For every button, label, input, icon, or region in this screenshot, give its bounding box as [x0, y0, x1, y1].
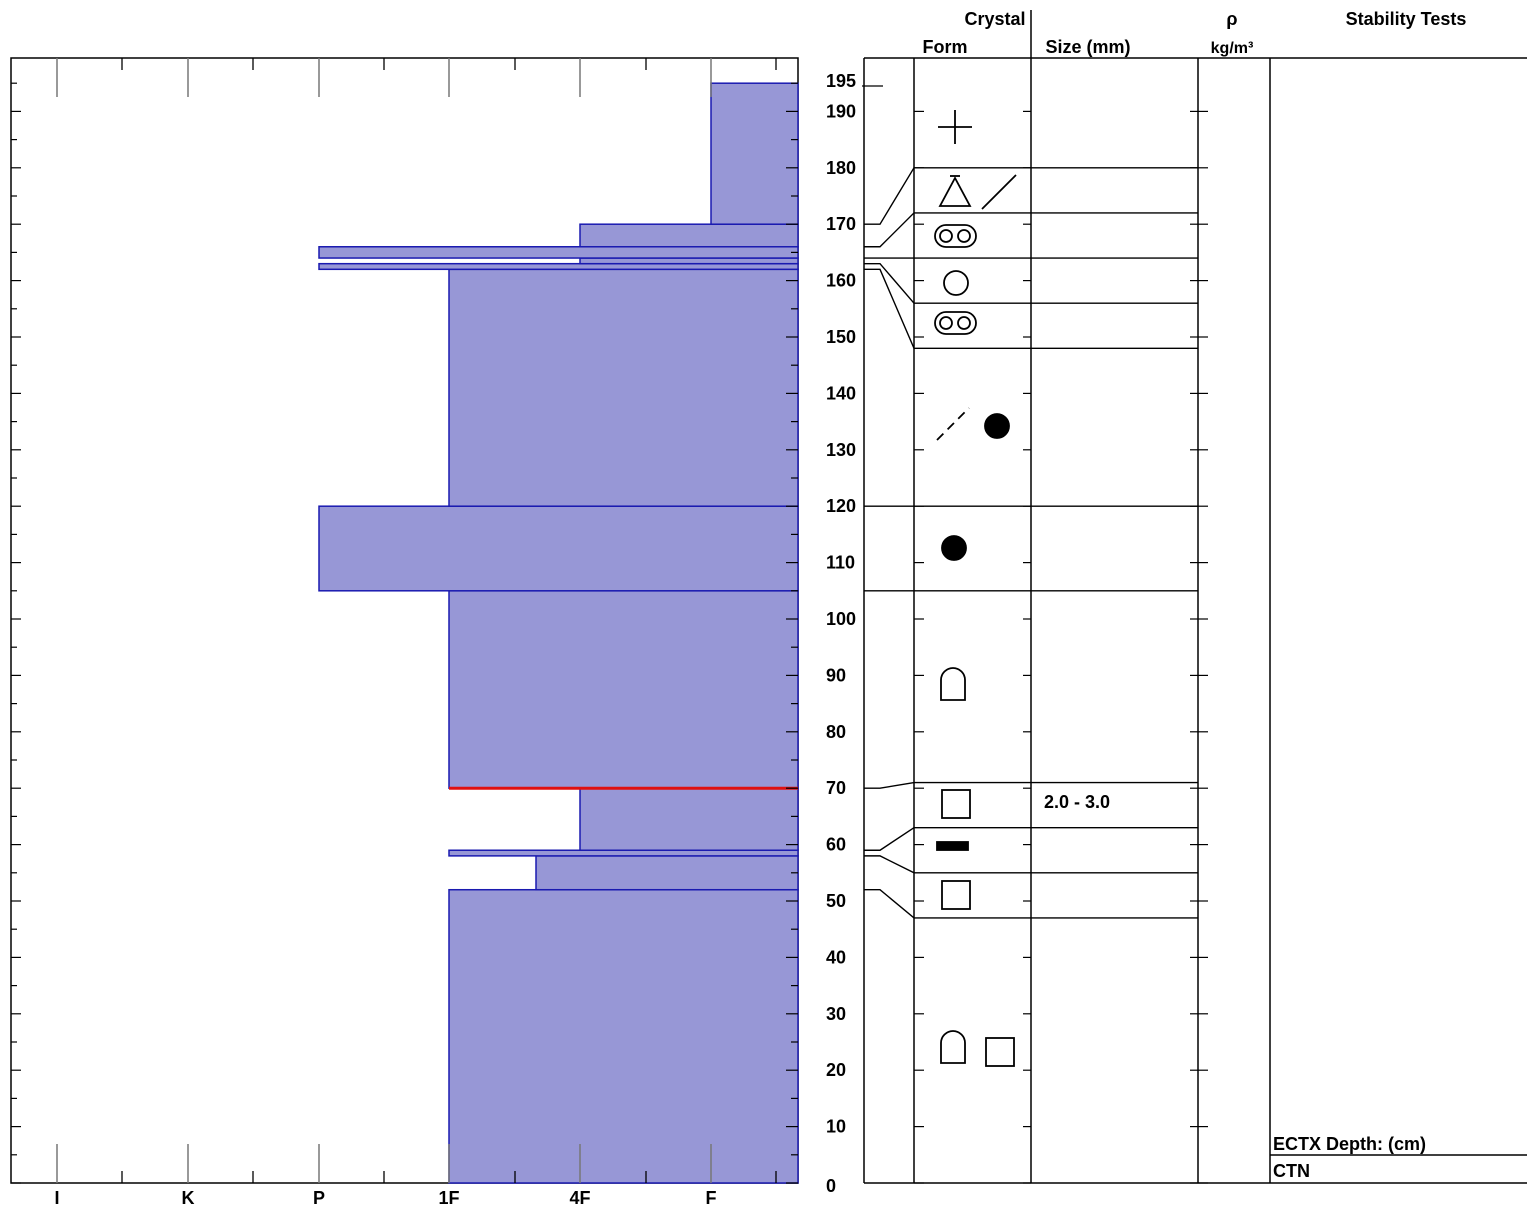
- depth-label-170: 170: [826, 214, 856, 234]
- hardness-label-f: F: [706, 1188, 717, 1207]
- grain-size-value: 2.0 - 3.0: [1044, 792, 1110, 812]
- hardness-label-i: I: [54, 1188, 59, 1207]
- depth-label-140: 140: [826, 383, 856, 403]
- depth-label-120: 120: [826, 496, 856, 516]
- hardness-bar: [318, 246, 799, 259]
- hardness-bar: [318, 505, 799, 592]
- faceted-rounded-icon: [940, 667, 966, 701]
- hardness-bar: [448, 268, 799, 507]
- hardness-axis-labels: I K P 1F 4F F: [54, 1188, 716, 1207]
- faceted-icon: [941, 880, 971, 910]
- surface-hoar-icon: [938, 175, 972, 207]
- depth-label-180: 180: [826, 158, 856, 178]
- layer-boundary: [864, 826, 1198, 851]
- layer-boundary: [864, 855, 1198, 874]
- hardness-bar: [535, 855, 799, 891]
- layer-boundary: [864, 889, 1198, 919]
- depth-label-70: 70: [826, 778, 846, 798]
- depth-label-80: 80: [826, 722, 846, 742]
- depth-label-30: 30: [826, 1004, 846, 1024]
- hardness-axis-ticks: [56, 58, 777, 1183]
- layer-boundary: [864, 212, 1198, 248]
- precipitation-icon: [938, 110, 972, 144]
- rounded-icon: [984, 413, 1010, 439]
- depth-axis-ticks: [11, 82, 798, 1184]
- layer-boundary: [864, 167, 1198, 225]
- faceted-icon: [941, 789, 971, 819]
- depth-label-190: 190: [826, 101, 856, 121]
- depth-label-90: 90: [826, 665, 846, 685]
- crust-icon: [936, 841, 969, 851]
- layer-boundary: [864, 781, 1198, 789]
- hardness-bar: [448, 888, 799, 1184]
- depth-label-160: 160: [826, 271, 856, 291]
- header-size: Size (mm): [1045, 37, 1130, 57]
- hardness-label-1f: 1F: [438, 1188, 459, 1207]
- rounded-icon: [941, 535, 967, 561]
- table-column-ticks: [914, 110, 1208, 1184]
- crystal-layer-boundaries: [864, 167, 1198, 919]
- hardness-bars: [318, 82, 799, 1184]
- layer-boundary: [864, 262, 1198, 304]
- faceted-icon: [985, 1037, 1015, 1067]
- depth-label-110: 110: [826, 553, 855, 573]
- hardness-bar: [448, 590, 799, 789]
- header-stability: Stability Tests: [1346, 9, 1467, 29]
- faceted-rounded-icon: [940, 1030, 966, 1064]
- depth-label-20: 20: [826, 1060, 846, 1080]
- decomposing-icon: [936, 407, 970, 441]
- depth-label-100: 100: [826, 609, 856, 629]
- melt-freeze-icon: [943, 270, 969, 296]
- hardness-bar: [448, 849, 799, 857]
- depth-label-60: 60: [826, 835, 846, 855]
- hardness-label-k: K: [182, 1188, 195, 1207]
- depth-label-150: 150: [826, 327, 856, 347]
- stability-test-header: ECTX Depth: (cm): [1273, 1134, 1426, 1154]
- layer-boundary: [864, 268, 1198, 349]
- depth-label-130: 130: [826, 440, 856, 460]
- hardness-label-p: P: [313, 1188, 325, 1207]
- depth-label-50: 50: [826, 891, 846, 911]
- header-crystal: Crystal: [964, 9, 1025, 29]
- depth-axis-labels: 0 10 20 30 40 50 60 70 80 90 100 110 120 130 140 150 160…: [826, 101, 856, 1196]
- hardness-label-4f: 4F: [569, 1188, 590, 1207]
- decomposing-icon: [981, 174, 1017, 210]
- header-rho: ρ: [1226, 9, 1237, 29]
- hardness-bar: [579, 223, 799, 248]
- depth-label-195: 195: [826, 71, 856, 91]
- depth-label-40: 40: [826, 947, 846, 967]
- hardness-bar: [579, 257, 799, 265]
- depth-label-10: 10: [826, 1117, 846, 1137]
- header-density-unit: kg/m³: [1211, 40, 1254, 57]
- melt-forms-icon: [934, 224, 977, 248]
- depth-label-0: 0: [826, 1176, 836, 1196]
- crystal-symbols: [934, 110, 1017, 1067]
- hardness-bar: [318, 262, 799, 271]
- hardness-bar: [710, 82, 799, 225]
- stability-test-result: CTN: [1273, 1161, 1310, 1181]
- hardness-bar: [579, 787, 799, 851]
- header-form: Form: [923, 37, 968, 57]
- melt-forms-icon: [934, 311, 977, 335]
- profile-table-frame: [863, 10, 1527, 1184]
